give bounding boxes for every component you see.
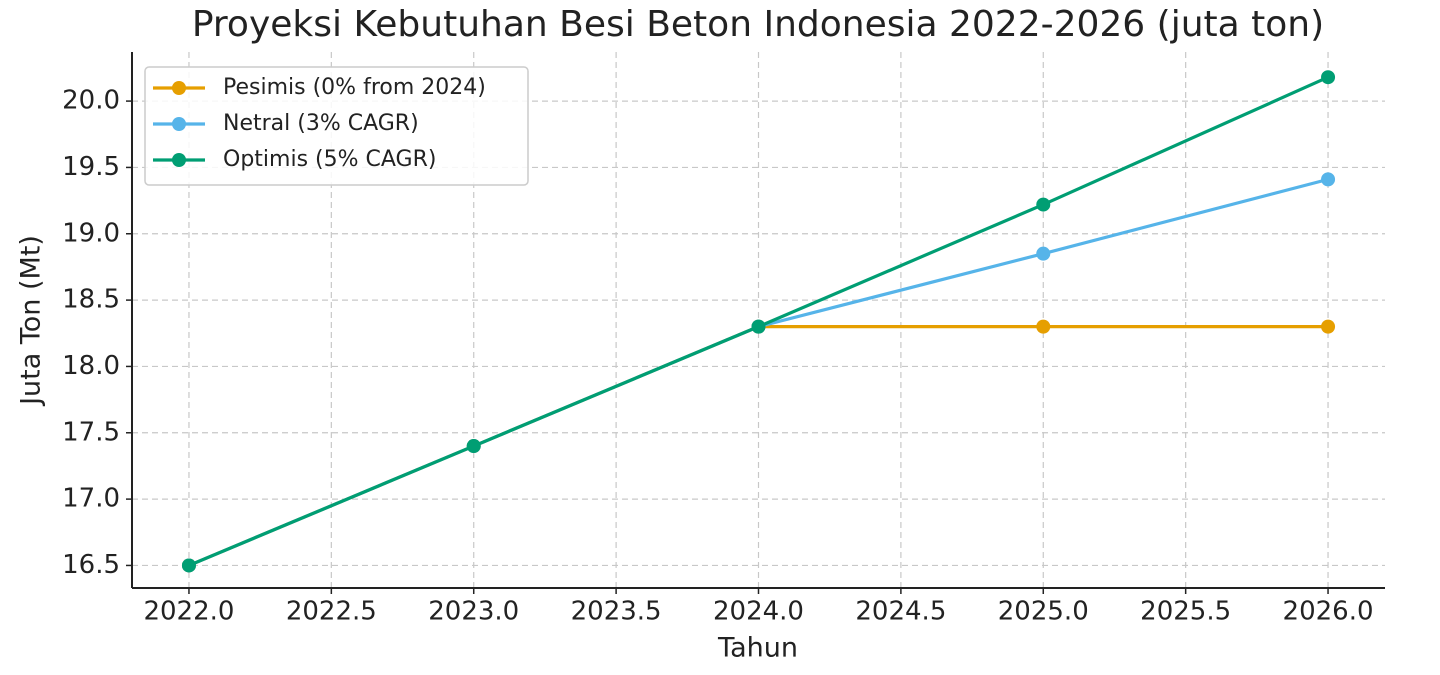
- data-point: [751, 319, 766, 334]
- data-point: [1036, 319, 1051, 334]
- y-tick-label: 16.5: [62, 550, 120, 580]
- data-point: [181, 558, 196, 573]
- legend-marker: [172, 81, 186, 95]
- data-point: [1321, 319, 1336, 334]
- chart-title: Proyeksi Kebutuhan Besi Beton Indonesia …: [192, 4, 1324, 45]
- y-tick-label: 17.0: [62, 484, 120, 514]
- x-tick-label: 2022.0: [143, 597, 234, 627]
- data-point: [1036, 246, 1051, 261]
- x-tick-label: 2023.0: [428, 597, 519, 627]
- y-tick-label: 20.0: [62, 86, 120, 116]
- legend-box: [144, 66, 529, 186]
- legend-label: Netral (3% CAGR): [223, 111, 419, 136]
- legend-label: Pesimis (0% from 2024): [223, 75, 486, 100]
- data-point: [466, 439, 481, 454]
- data-point: [1036, 197, 1051, 212]
- x-axis-label: Tahun: [717, 633, 798, 664]
- x-tick-label: 2026.0: [1283, 597, 1374, 627]
- legend-label: Optimis (5% CAGR): [223, 147, 436, 172]
- x-tick-label: 2024.5: [855, 597, 946, 627]
- data-point: [1321, 172, 1336, 187]
- y-tick-label: 19.0: [62, 218, 120, 248]
- legend-marker: [172, 117, 186, 131]
- y-axis-label: Juta Ton (Mt): [16, 235, 47, 407]
- x-tick-label: 2023.5: [571, 597, 662, 627]
- y-tick-label: 19.5: [62, 152, 120, 182]
- y-tick-label: 17.5: [62, 417, 120, 447]
- y-tick-label: 18.5: [62, 285, 120, 315]
- x-tick-label: 2025.5: [1140, 597, 1231, 627]
- x-tick-label: 2024.0: [713, 597, 804, 627]
- x-tick-label: 2025.0: [998, 597, 1089, 627]
- y-tick-label: 18.0: [62, 351, 120, 381]
- data-point: [1321, 70, 1336, 85]
- legend-marker: [172, 153, 186, 167]
- x-tick-label: 2022.5: [286, 597, 377, 627]
